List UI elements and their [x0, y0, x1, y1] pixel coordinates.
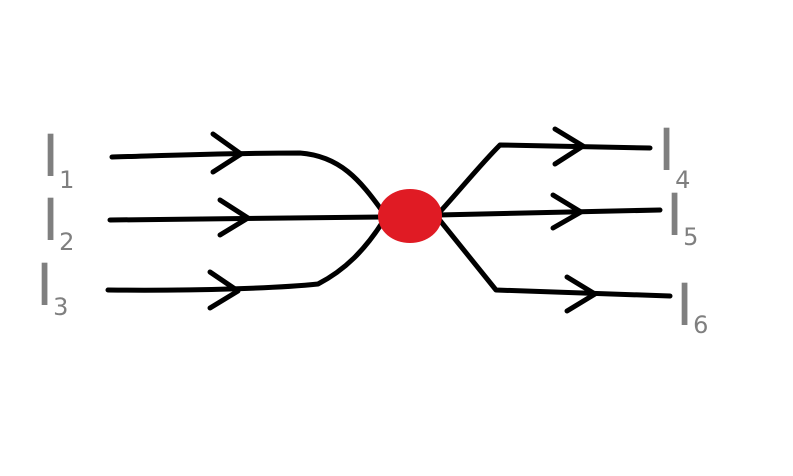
wire-i4 [435, 142, 653, 217]
wire-i3 [105, 217, 387, 293]
arrow-i3 [207, 269, 241, 311]
junction-node [378, 189, 442, 243]
label-i6: I6 [676, 271, 708, 339]
label-i1: I1 [42, 122, 74, 194]
arrow-i4 [552, 126, 586, 167]
label-i2: I2 [42, 186, 74, 256]
wire-i6 [435, 215, 673, 299]
label-i3: I3 [36, 251, 68, 321]
label-i4: I4 [658, 116, 690, 194]
arrow-i2 [217, 197, 251, 238]
wire-i5 [435, 207, 663, 218]
arrow-i5 [550, 192, 584, 231]
wire-i1 [109, 150, 386, 215]
arrow-i1 [210, 131, 244, 175]
arrow-i6 [564, 274, 598, 314]
label-i5: I5 [666, 181, 698, 251]
